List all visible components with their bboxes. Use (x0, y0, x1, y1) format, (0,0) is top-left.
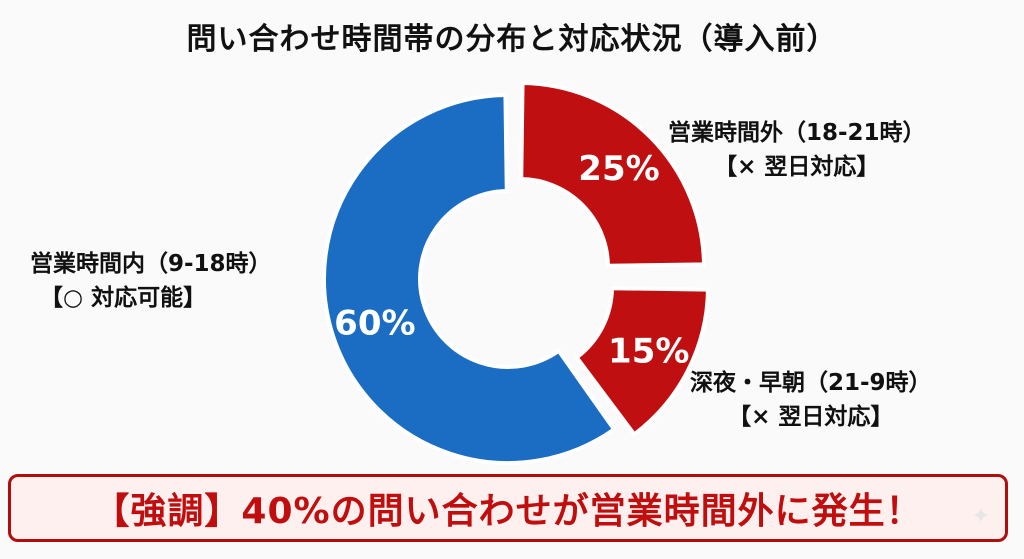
slice-late-night[interactable] (573, 286, 711, 438)
value-label-business-hours: 60% (334, 303, 415, 343)
legend-label-business-hours-line2: 【○ 対応可能】 (40, 285, 207, 311)
slice-after-hours[interactable] (519, 80, 707, 268)
legend-label-after-hours: 営業時間外（18-21時） 【× 翌日対応】 (668, 116, 926, 184)
value-label-after-hours: 25% (578, 149, 659, 189)
legend-label-late-night-line2: 【× 翌日対応】 (728, 404, 894, 430)
legend-label-late-night-line1: 深夜・早朝（21-9時） (690, 370, 932, 396)
legend-label-business-hours: 営業時間内（9-18時） 【○ 対応可能】 (30, 247, 272, 315)
slice-business-hours[interactable] (322, 92, 617, 465)
value-label-late-night: 15% (608, 332, 689, 372)
emphasis-banner-text: 【強調】40%の問い合わせが営業時間外に発生！ (93, 491, 923, 532)
legend-label-late-night: 深夜・早朝（21-9時） 【× 翌日対応】 (690, 366, 932, 434)
legend-label-after-hours-line1: 営業時間外（18-21時） (668, 120, 926, 146)
legend-label-after-hours-line2: 【× 翌日対応】 (714, 154, 880, 180)
legend-label-business-hours-line1: 営業時間内（9-18時） (30, 251, 272, 277)
chart-title: 問い合わせ時間帯の分布と対応状況（導入前） (186, 22, 838, 57)
sparkle-icon: ✦ (971, 504, 991, 529)
emphasis-banner: 【強調】40%の問い合わせが営業時間外に発生！ ✦ (8, 474, 1008, 542)
